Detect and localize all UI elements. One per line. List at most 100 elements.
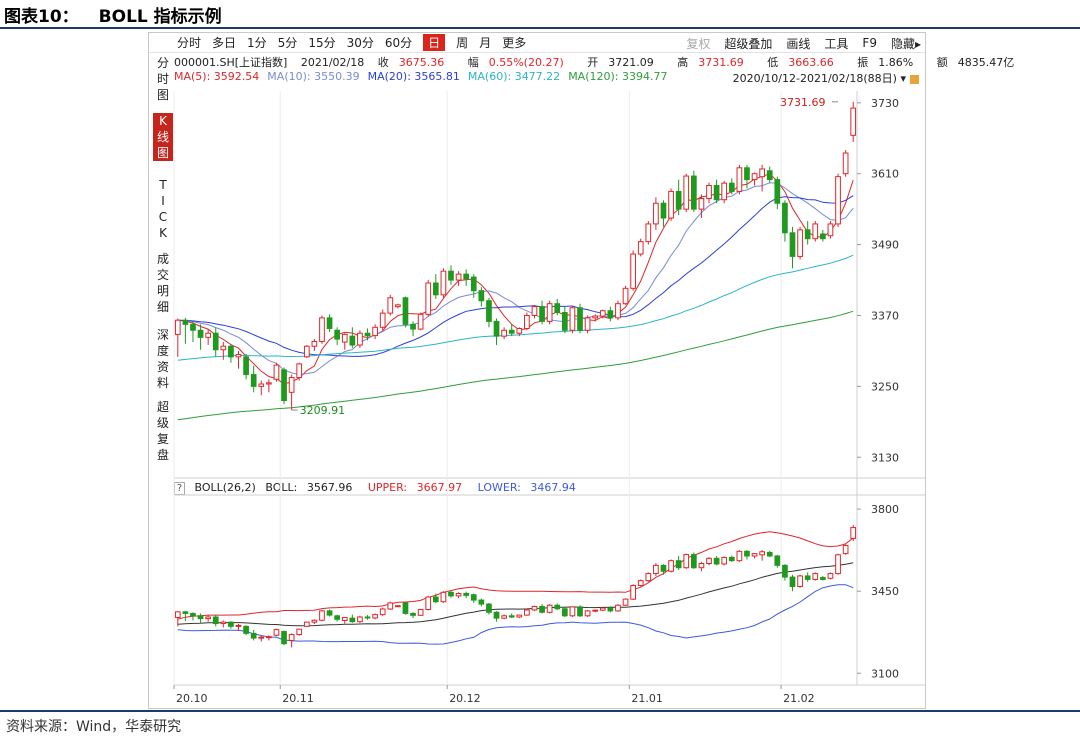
boll-candle-body (842, 544, 849, 555)
boll-candle-body (470, 594, 477, 601)
candle-body (357, 332, 363, 346)
quote-line: 000001.SH[上证指数] 2021/02/18 收 3675.36 幅 0.5… (174, 54, 1034, 70)
close-value: 3675.36 (398, 56, 445, 69)
candle-body (797, 229, 803, 257)
period-tab-7[interactable]: 日 (423, 34, 446, 51)
figure-title: 图表10： BOLL 指标示例 (4, 2, 222, 27)
y-tick-label: 3610 (871, 168, 899, 181)
toolbar-button-3[interactable]: 工具 (824, 36, 849, 51)
candle-body (721, 182, 728, 201)
boll-candle-body (190, 612, 196, 617)
toolbar-button-2[interactable]: 画线 (786, 36, 811, 51)
boll-candle-body (319, 610, 325, 621)
candle-body (296, 363, 303, 379)
high-label: 高 (677, 56, 689, 69)
change-value: 0.55%(20.27) (488, 56, 564, 69)
side-tab-0[interactable]: 分时图 (156, 56, 169, 102)
lock-icon[interactable] (910, 74, 919, 84)
boll-candle-body (554, 604, 561, 610)
candle-body (789, 232, 796, 257)
candle-body (607, 310, 614, 319)
boll-candle-body (706, 557, 712, 564)
date-range-text: 2020/10/12-2021/02/18(88日) (732, 72, 897, 85)
boll-upper-value: 3667.97 (416, 481, 463, 494)
toolbar-button-4[interactable]: F9 (862, 36, 877, 50)
boll-candle-body (357, 616, 363, 623)
candle-body (835, 176, 841, 225)
period-tab-5[interactable]: 30分 (346, 36, 374, 50)
candle-body (250, 374, 257, 387)
toolbar-button-5[interactable]: 隐藏▸ (890, 36, 921, 51)
side-tab-5[interactable]: 超级复盘 (156, 400, 169, 462)
boll-candle-body (622, 598, 629, 606)
amp-quote: 振 1.86% (857, 56, 923, 69)
candle-body (266, 382, 272, 385)
boll-candle-body (220, 621, 227, 625)
boll-candle-body (751, 553, 758, 557)
boll-candle-body (448, 591, 454, 597)
low-value: 3663.66 (788, 56, 834, 69)
ma-line-10 (177, 182, 854, 376)
boll-candle-body (417, 608, 424, 616)
period-tab-3[interactable]: 5分 (277, 36, 298, 50)
period-tab-10[interactable]: 更多 (502, 36, 527, 50)
candle-body (736, 167, 743, 192)
boll-mid-label: BOLL: (265, 481, 298, 494)
boll-candle-body (250, 632, 257, 639)
kline-chart[interactable]: 20.10 20.11 20.12 21.01 21.02 3730 3610 3490 337… (149, 33, 925, 708)
candle-body (334, 329, 341, 340)
y-tick-label: 3130 (871, 451, 899, 464)
boll-candle-body (311, 619, 318, 623)
side-tab-4[interactable]: 深度资料 (156, 328, 169, 390)
candle-body (508, 329, 515, 334)
boll-candle-body (281, 631, 287, 645)
x-tick-label: 21.02 (783, 692, 815, 705)
period-tab-2[interactable]: 1分 (247, 36, 267, 50)
candle-body (850, 107, 857, 136)
boll-lower-label: LOWER: (477, 481, 521, 494)
boll-candle-body (326, 610, 333, 616)
boll-upper-label: UPPER: (367, 481, 408, 494)
toolbar-button-0[interactable]: 复权 (686, 36, 711, 51)
ma-legend-item-0: MA(5): 3592.54 (174, 70, 260, 83)
period-tab-6[interactable]: 60分 (384, 36, 413, 50)
boll-candle-body (508, 615, 515, 618)
high-quote: 高 3731.69 (677, 56, 754, 69)
candle-body (751, 173, 758, 181)
boll-candle-body (516, 614, 523, 618)
ma-legend-item-4: MA(120): 3394.77 (568, 70, 668, 83)
period-tab-1[interactable]: 多日 (212, 36, 237, 50)
close-label: 收 (377, 56, 389, 69)
boll-candle-body (258, 636, 265, 639)
candle-body (470, 276, 477, 292)
candle-body (493, 320, 500, 337)
boll-candle-body (334, 615, 341, 620)
candle-body (410, 323, 416, 330)
candle-body (622, 287, 629, 305)
candle-body (592, 315, 599, 319)
candle-body (539, 306, 545, 322)
boll-candle-body (782, 564, 788, 578)
boll-candle-body (372, 614, 378, 619)
side-tab-3[interactable]: 成交明细 (156, 252, 169, 314)
date-range[interactable]: 2020/10/12-2021/02/18(88日) ▾ (733, 70, 919, 86)
boll-candle-body (364, 616, 371, 619)
toolbar-button-1[interactable]: 超级叠加 (724, 36, 773, 51)
period-tab-8[interactable]: 周 (456, 36, 469, 50)
boll-candle-body (341, 616, 348, 621)
candle-body (288, 377, 295, 393)
candle-body (432, 282, 439, 296)
period-tab-4[interactable]: 15分 (308, 36, 336, 50)
annotation-high: 3731.69 (780, 96, 826, 109)
ma-legend-item-2: MA(20): 3565.81 (367, 70, 460, 83)
candle-body (448, 270, 454, 281)
y-tick-label: 3250 (871, 380, 899, 393)
period-tab-0[interactable]: 分时 (177, 36, 202, 50)
boll-candle-body (486, 603, 492, 613)
boll-candle-body (759, 551, 765, 556)
period-tab-9[interactable]: 月 (479, 36, 492, 50)
boll-candle-body (713, 557, 720, 565)
change-quote: 幅 0.55%(20.27) (468, 56, 574, 69)
